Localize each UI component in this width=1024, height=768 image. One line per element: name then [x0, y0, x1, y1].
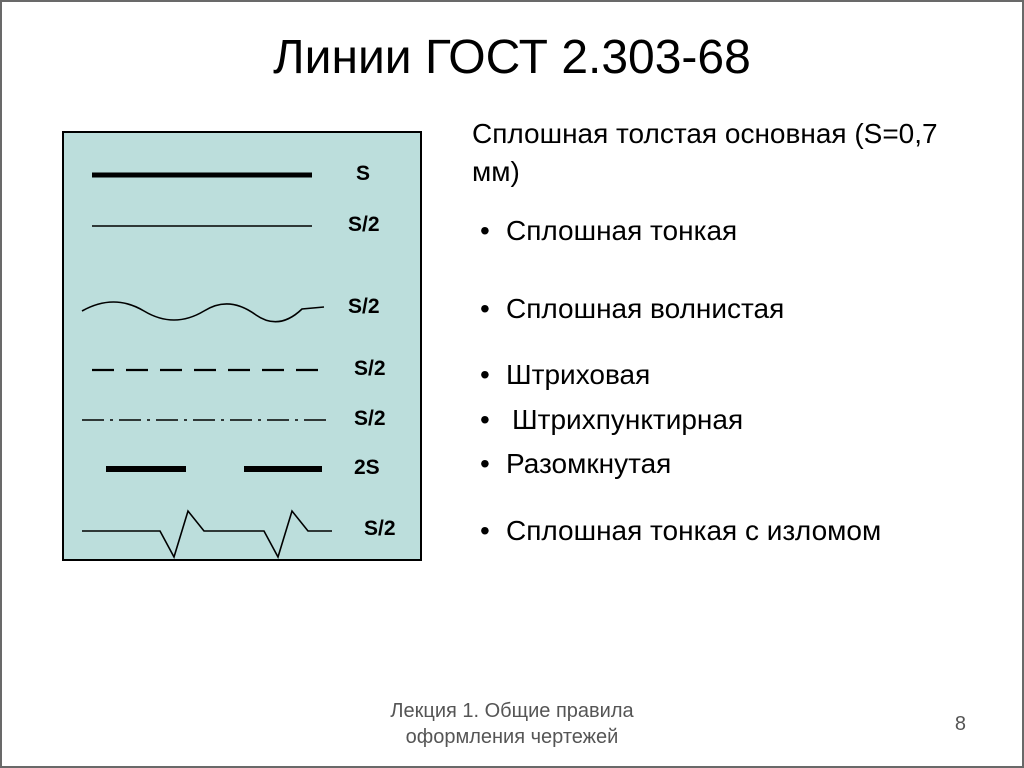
bullet-item: Штриховая: [472, 357, 982, 393]
slide-title: Линии ГОСТ 2.303-68: [42, 30, 982, 85]
footer-line-2: оформления чертежей: [406, 726, 619, 748]
line-row-dashdot: S/2: [64, 413, 420, 427]
page-number: 8: [955, 713, 966, 736]
line-label-5: S/2: [354, 407, 386, 431]
footer-text: Лекция 1. Общие правила оформления черте…: [390, 698, 633, 750]
line-types-diagram: S S/2 S/2 S/2: [62, 131, 422, 561]
slide: Линии ГОСТ 2.303-68 S S/2: [0, 0, 1024, 768]
line-label-1: S: [356, 162, 370, 186]
line-row-dashed: S/2: [64, 363, 420, 377]
bullet-list: Сплошная тонкая Сплошная волнистая Штрих…: [472, 213, 982, 549]
line-label-2: S/2: [348, 213, 380, 237]
bullet-item: Сплошная тонкая: [472, 213, 982, 249]
line-row-thick-solid: S: [64, 165, 420, 185]
content-area: S S/2 S/2 S/2: [42, 113, 982, 561]
heading-text: Сплошная толстая основная (S=0,7 мм): [472, 115, 982, 191]
line-row-break: S/2: [64, 505, 420, 559]
line-row-open: 2S: [64, 461, 420, 477]
bullet-item: Разомкнутая: [472, 446, 982, 482]
text-column: Сплошная толстая основная (S=0,7 мм) Спл…: [472, 113, 982, 561]
footer-line-1: Лекция 1. Общие правила: [390, 700, 633, 722]
line-label-6: 2S: [354, 456, 380, 480]
bullet-item: Сплошная тонкая с изломом: [472, 513, 982, 549]
bullet-item: Штрихпунктирная: [472, 402, 982, 438]
line-label-7: S/2: [364, 517, 396, 541]
footer: Лекция 1. Общие правила оформления черте…: [2, 698, 1022, 750]
line-label-4: S/2: [354, 357, 386, 381]
line-row-wavy: S/2: [64, 281, 420, 325]
bullet-item: Сплошная волнистая: [472, 291, 982, 327]
line-label-3: S/2: [348, 295, 380, 319]
diagram-wrap: S S/2 S/2 S/2: [42, 113, 442, 561]
line-row-thin-solid: S/2: [64, 219, 420, 233]
